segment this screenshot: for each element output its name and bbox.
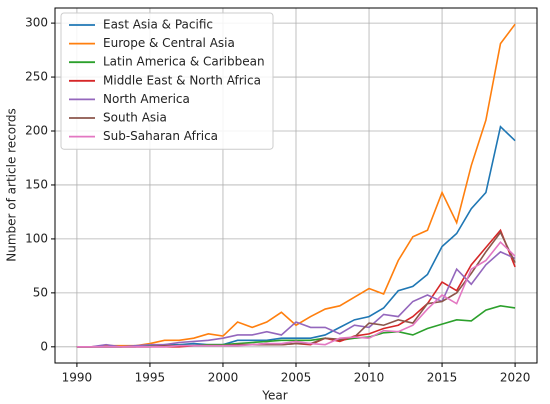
y-tick-label: 50 (33, 285, 48, 299)
x-tick-label: 2005 (281, 371, 312, 385)
plot-frame (54, 7, 538, 364)
legend-box (60, 12, 274, 150)
legend-label: Europe & Central Asia (103, 36, 235, 50)
legend-label: East Asia & Pacific (103, 18, 213, 32)
y-tick-label: 100 (25, 231, 48, 245)
y-tick-label: 150 (25, 177, 48, 191)
x-axis-label: Year (261, 389, 287, 403)
legend-label: South Asia (103, 111, 167, 125)
y-tick-label: 300 (25, 16, 48, 30)
legend-label: North America (103, 92, 190, 106)
legend-label: Middle East & North Africa (103, 73, 261, 87)
x-tick-label: 2000 (208, 371, 239, 385)
y-axis-label: Number of article records (5, 108, 19, 261)
legend-label: Latin America & Caribbean (103, 55, 265, 69)
series-line (76, 23, 516, 348)
y-tick-label: 0 (40, 339, 48, 353)
legend-label: Sub-Saharan Africa (103, 129, 218, 143)
x-tick-label: 2010 (354, 371, 385, 385)
series-line (76, 240, 516, 348)
x-tick-label: 1995 (135, 371, 166, 385)
series-line (76, 304, 516, 348)
y-tick-label: 250 (25, 70, 48, 84)
x-tick-label: 2020 (500, 371, 531, 385)
x-tick-label: 2015 (427, 371, 458, 385)
y-tick-label: 200 (25, 124, 48, 138)
x-tick-label: 1990 (62, 371, 93, 385)
